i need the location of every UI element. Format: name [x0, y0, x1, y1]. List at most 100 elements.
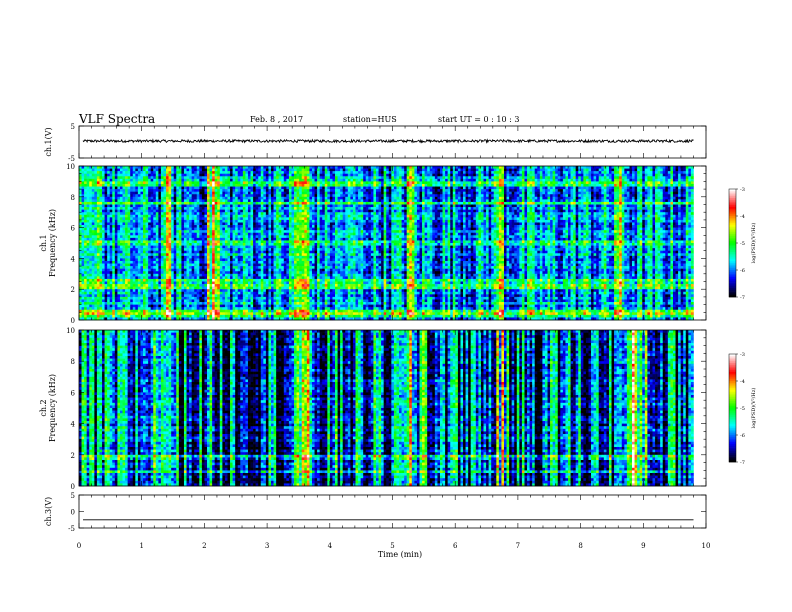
heatmap-cell: [92, 171, 95, 174]
heatmap-cell: [130, 228, 133, 231]
heatmap-cell: [99, 302, 102, 305]
heatmap-cell: [146, 289, 149, 292]
heatmap-cell: [135, 264, 138, 267]
heatmap-cell: [138, 315, 141, 318]
heatmap-cell: [123, 233, 126, 236]
heatmap-cell: [143, 276, 146, 279]
heatmap-cell: [102, 192, 105, 195]
heatmap-cell: [92, 289, 95, 292]
heatmap-cell: [148, 310, 151, 313]
heatmap-cell: [123, 171, 126, 174]
heatmap-cell: [92, 305, 95, 308]
heatmap-cell: [105, 176, 108, 179]
heatmap-cell: [125, 287, 128, 290]
heatmap-cell: [125, 246, 128, 249]
heatmap-cell: [148, 212, 151, 215]
heatmap-cell: [99, 292, 102, 295]
heatmap-cell: [112, 235, 115, 238]
heatmap-cell: [112, 184, 115, 187]
heatmap-cell: [151, 261, 154, 264]
heatmap-cell: [99, 266, 102, 269]
heatmap-cell: [94, 294, 97, 297]
heatmap-cell: [146, 292, 149, 295]
heatmap-cell: [148, 171, 151, 174]
heatmap-cell: [112, 256, 115, 259]
heatmap-cell: [120, 212, 123, 215]
heatmap-cell: [123, 310, 126, 313]
heatmap-cell: [148, 282, 151, 285]
heatmap-cell: [110, 284, 113, 287]
heatmap-cell: [138, 279, 141, 282]
heatmap-cell: [151, 205, 154, 208]
heatmap-cell: [133, 212, 136, 215]
heatmap-cell: [107, 279, 110, 282]
heatmap-cell: [123, 210, 126, 213]
heatmap-cell: [135, 240, 138, 243]
heatmap-cell: [87, 282, 90, 285]
heatmap-cell: [138, 302, 141, 305]
heatmap-cell: [107, 238, 110, 241]
heatmap-cell: [79, 243, 82, 246]
heatmap-cell: [105, 220, 108, 223]
heatmap-cell: [138, 251, 141, 254]
heatmap-cell: [105, 258, 108, 261]
heatmap-cell: [146, 189, 149, 192]
heatmap-cell: [89, 233, 92, 236]
heatmap-cell: [102, 310, 105, 313]
heatmap-cell: [115, 256, 118, 259]
heatmap-cell: [110, 212, 113, 215]
heatmap-cell: [135, 302, 138, 305]
heatmap-cell: [102, 276, 105, 279]
heatmap-cell: [117, 315, 120, 318]
heatmap-cell: [125, 307, 128, 310]
heatmap-cell: [84, 287, 87, 290]
panel-0-waveform-line: [83, 140, 694, 143]
heatmap-cell: [94, 253, 97, 256]
heatmap-cell: [130, 207, 133, 210]
heatmap-cell: [120, 305, 123, 308]
heatmap-cell: [79, 305, 82, 308]
heatmap-cell: [87, 279, 90, 282]
heatmap-cell: [140, 176, 143, 179]
heatmap-cell: [148, 205, 151, 208]
heatmap-cell: [120, 282, 123, 285]
heatmap-cell: [143, 189, 146, 192]
heatmap-cell: [148, 207, 151, 210]
heatmap-cell: [151, 269, 154, 272]
heatmap-cell: [125, 210, 128, 213]
heatmap-cell: [140, 222, 143, 225]
heatmap-cell: [107, 174, 110, 177]
heatmap-cell: [120, 307, 123, 310]
heatmap-cell: [110, 189, 113, 192]
heatmap-cell: [89, 202, 92, 205]
heatmap-cell: [138, 264, 141, 267]
heatmap-cell: [130, 233, 133, 236]
heatmap-cell: [143, 256, 146, 259]
heatmap-cell: [128, 302, 131, 305]
heatmap-cell: [82, 222, 85, 225]
heatmap-cell: [125, 169, 128, 172]
heatmap-cell: [87, 189, 90, 192]
heatmap-cell: [89, 307, 92, 310]
heatmap-cell: [140, 235, 143, 238]
heatmap-cell: [84, 305, 87, 308]
heatmap-cell: [97, 194, 100, 197]
heatmap-cell: [112, 199, 115, 202]
heatmap-cell: [112, 230, 115, 233]
heatmap-cell: [125, 220, 128, 223]
heatmap-cell: [99, 284, 102, 287]
heatmap-cell: [125, 179, 128, 182]
heatmap-cell: [82, 174, 85, 177]
heatmap-cell: [105, 222, 108, 225]
heatmap-cell: [89, 258, 92, 261]
heatmap-cell: [79, 258, 82, 261]
heatmap-cell: [87, 238, 90, 241]
heatmap-cell: [92, 284, 95, 287]
heatmap-cell: [112, 271, 115, 274]
heatmap-cell: [107, 307, 110, 310]
heatmap-cell: [125, 269, 128, 272]
heatmap-cell: [123, 305, 126, 308]
heatmap-cell: [135, 297, 138, 300]
heatmap-cell: [120, 176, 123, 179]
heatmap-cell: [79, 181, 82, 184]
